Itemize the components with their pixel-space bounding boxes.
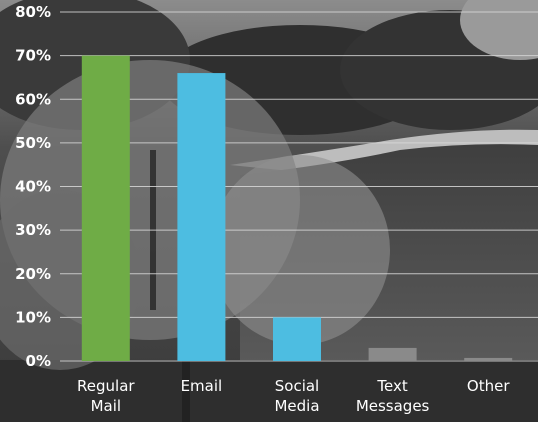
y-tick-label: 70% xyxy=(15,47,51,65)
y-tick-label: 10% xyxy=(15,308,51,326)
y-tick-label: 60% xyxy=(15,90,51,108)
bar xyxy=(81,55,130,361)
x-axis-labels: Regular Mail Email Social Media Text Messages O… xyxy=(77,377,510,415)
bar xyxy=(464,357,513,361)
bar xyxy=(273,317,321,361)
y-tick-label: 50% xyxy=(15,134,51,152)
y-tick-label: 0% xyxy=(26,352,51,370)
bar xyxy=(177,73,226,361)
bars xyxy=(81,55,513,361)
x-category-label: Email xyxy=(181,377,223,395)
x-category-label: Other xyxy=(467,377,510,395)
y-axis-ticks: 0% 10% 20% 30% 40% 50% 60% 70% 80% xyxy=(15,3,51,370)
y-tick-label: 20% xyxy=(15,265,51,283)
x-category-label: Social Media xyxy=(274,377,319,415)
y-tick-label: 30% xyxy=(15,221,51,239)
gridlines xyxy=(60,11,538,362)
y-tick-label: 40% xyxy=(15,178,51,196)
y-tick-label: 80% xyxy=(15,3,51,21)
x-category-label: Text Messages xyxy=(356,377,430,415)
bar xyxy=(368,347,417,361)
x-category-label: Regular Mail xyxy=(77,377,135,415)
